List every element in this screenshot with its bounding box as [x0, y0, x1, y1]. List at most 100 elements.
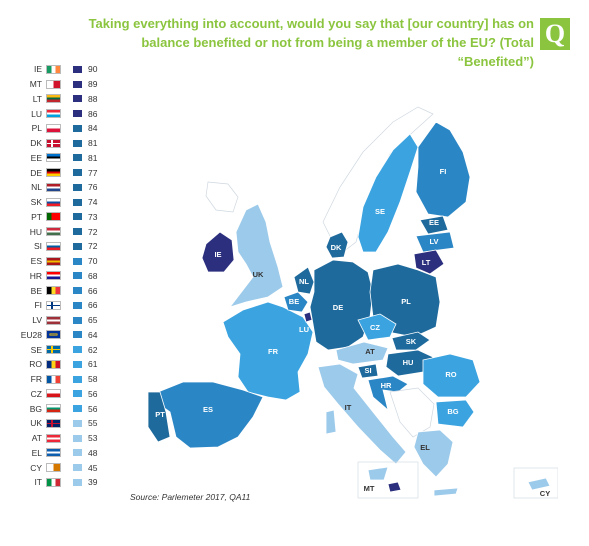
map-label-cy: CY	[540, 489, 550, 498]
legend-color-swatch	[73, 375, 82, 383]
country-it-sicily	[367, 466, 389, 481]
map-label-se: SE	[375, 207, 385, 216]
legend-color-swatch	[73, 95, 82, 103]
legend-country-code: NL	[31, 182, 42, 193]
flag-icon	[46, 300, 61, 310]
legend-color-swatch	[73, 257, 82, 265]
inset-box-mt	[357, 461, 419, 499]
legend-row: LT 88	[20, 92, 104, 107]
legend-value: 73	[88, 211, 98, 222]
legend-color-swatch	[73, 449, 82, 457]
legend-country-code: MT	[29, 79, 42, 90]
legend-color-swatch	[73, 464, 82, 472]
legend-value: 84	[88, 123, 98, 134]
legend-color-swatch	[73, 434, 82, 442]
legend-country-code: HU	[29, 226, 42, 237]
legend-country-code: LU	[31, 108, 42, 119]
map-label-pt: PT	[155, 410, 165, 419]
legend-row: RO 61	[20, 357, 104, 372]
legend-row: LV 65	[20, 313, 104, 328]
flag-icon	[46, 79, 61, 89]
country-pt	[147, 391, 171, 443]
country-dk	[325, 231, 349, 259]
legend-row: LU 86	[20, 106, 104, 121]
legend-value: 89	[88, 79, 98, 90]
country-hr	[367, 375, 409, 412]
country-cz	[357, 313, 397, 341]
country-ro	[422, 353, 481, 398]
legend-color-swatch	[73, 419, 82, 427]
legend-country-code: SI	[33, 241, 42, 252]
legend-color-swatch	[73, 80, 82, 88]
map-label-ro: RO	[445, 370, 456, 379]
legend-value: 58	[88, 374, 98, 385]
legend-country-code: BE	[30, 285, 42, 296]
legend-row: IE 90	[20, 62, 104, 77]
flag-icon	[46, 448, 61, 458]
map-label-cz: CZ	[370, 323, 380, 332]
legend-row: CY 45	[20, 460, 104, 475]
flag-icon	[46, 182, 61, 192]
country-cy	[527, 477, 551, 491]
map-label-nl: NL	[299, 277, 309, 286]
legend-value: 55	[88, 418, 98, 429]
legend-country-code: LV	[32, 315, 42, 326]
legend-row: NL 76	[20, 180, 104, 195]
country-lv	[415, 231, 455, 253]
legend-country-code: PL	[31, 123, 42, 134]
legend-country-code: EE	[30, 152, 42, 163]
legend-row: BG 56	[20, 401, 104, 416]
map-label-dk: DK	[331, 243, 342, 252]
legend-country-code: DK	[30, 138, 42, 149]
legend-country-code: HR	[29, 270, 42, 281]
flag-icon	[46, 359, 61, 369]
country-legend: IE 90 MT 89 LT 88 LU 86 PL 84 DK 81 EE 81 DE 77 NL 76 SK 74…	[20, 62, 104, 490]
map-label-lu: LU	[299, 325, 309, 334]
flag-icon	[46, 418, 61, 428]
map-background-land	[205, 181, 239, 213]
legend-value: 66	[88, 300, 98, 311]
legend-country-code: IE	[33, 64, 42, 75]
legend-value: 72	[88, 241, 98, 252]
map-label-be: BE	[289, 297, 299, 306]
country-si	[357, 363, 379, 379]
flag-icon	[46, 433, 61, 443]
legend-row: HU 72	[20, 224, 104, 239]
legend-row: CZ 56	[20, 387, 104, 402]
legend-value: 53	[88, 433, 98, 444]
country-se	[357, 133, 419, 253]
legend-value: 65	[88, 315, 98, 326]
legend-row: ES 70	[20, 254, 104, 269]
legend-row: BE 66	[20, 283, 104, 298]
country-uk	[228, 203, 284, 308]
question-badge: Q	[540, 18, 570, 50]
flag-icon	[46, 138, 61, 148]
legend-row: PT 73	[20, 210, 104, 225]
legend-country-code: BG	[29, 403, 42, 414]
legend-color-swatch	[73, 331, 82, 339]
legend-row: IT 39	[20, 475, 104, 490]
legend-color-swatch	[73, 154, 82, 162]
country-lt	[413, 249, 445, 275]
map-label-bg: BG	[447, 407, 458, 416]
flag-icon	[46, 404, 61, 414]
flag-icon	[46, 389, 61, 399]
chart-title: Taking everything into account, would yo…	[88, 16, 534, 69]
legend-color-swatch	[73, 124, 82, 132]
flag-icon	[46, 374, 61, 384]
legend-country-code: DE	[30, 167, 42, 178]
legend-row: DK 81	[20, 136, 104, 151]
legend-color-swatch	[73, 242, 82, 250]
flag-icon	[46, 212, 61, 222]
legend-value: 68	[88, 270, 98, 281]
legend-country-code: FR	[30, 374, 42, 385]
map-label-es: ES	[203, 405, 213, 414]
country-sk	[391, 331, 431, 351]
legend-country-code: PT	[31, 211, 42, 222]
legend-value: 72	[88, 226, 98, 237]
flag-icon	[46, 227, 61, 237]
country-be	[283, 291, 309, 313]
legend-country-code: CY	[30, 462, 42, 473]
flag-icon	[46, 463, 61, 473]
legend-row: DE 77	[20, 165, 104, 180]
